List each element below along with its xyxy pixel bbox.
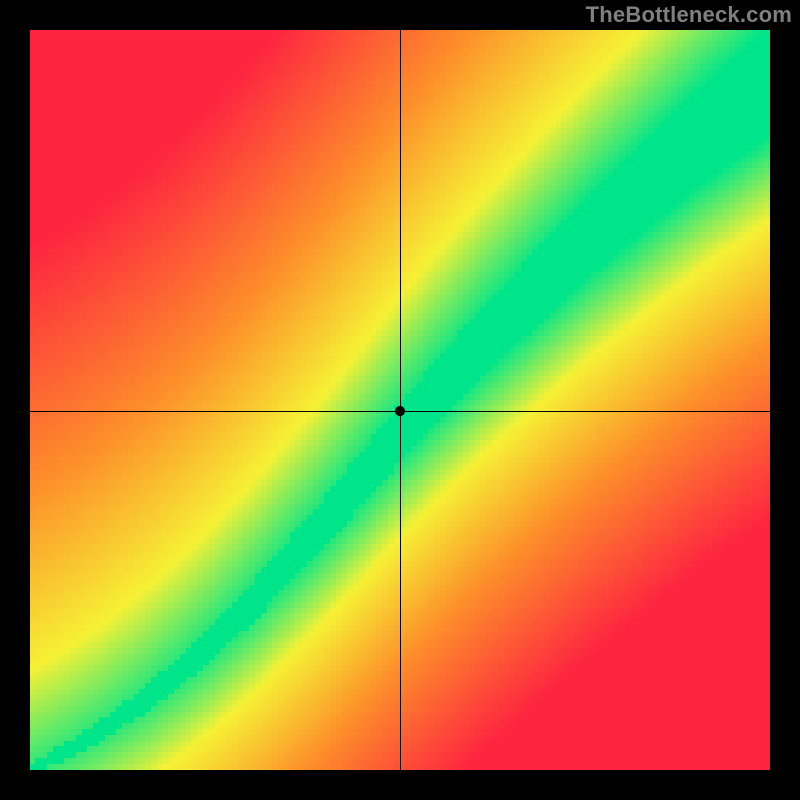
bottleneck-heatmap <box>30 30 770 770</box>
attribution-label: TheBottleneck.com <box>586 2 792 28</box>
chart-container: TheBottleneck.com <box>0 0 800 800</box>
